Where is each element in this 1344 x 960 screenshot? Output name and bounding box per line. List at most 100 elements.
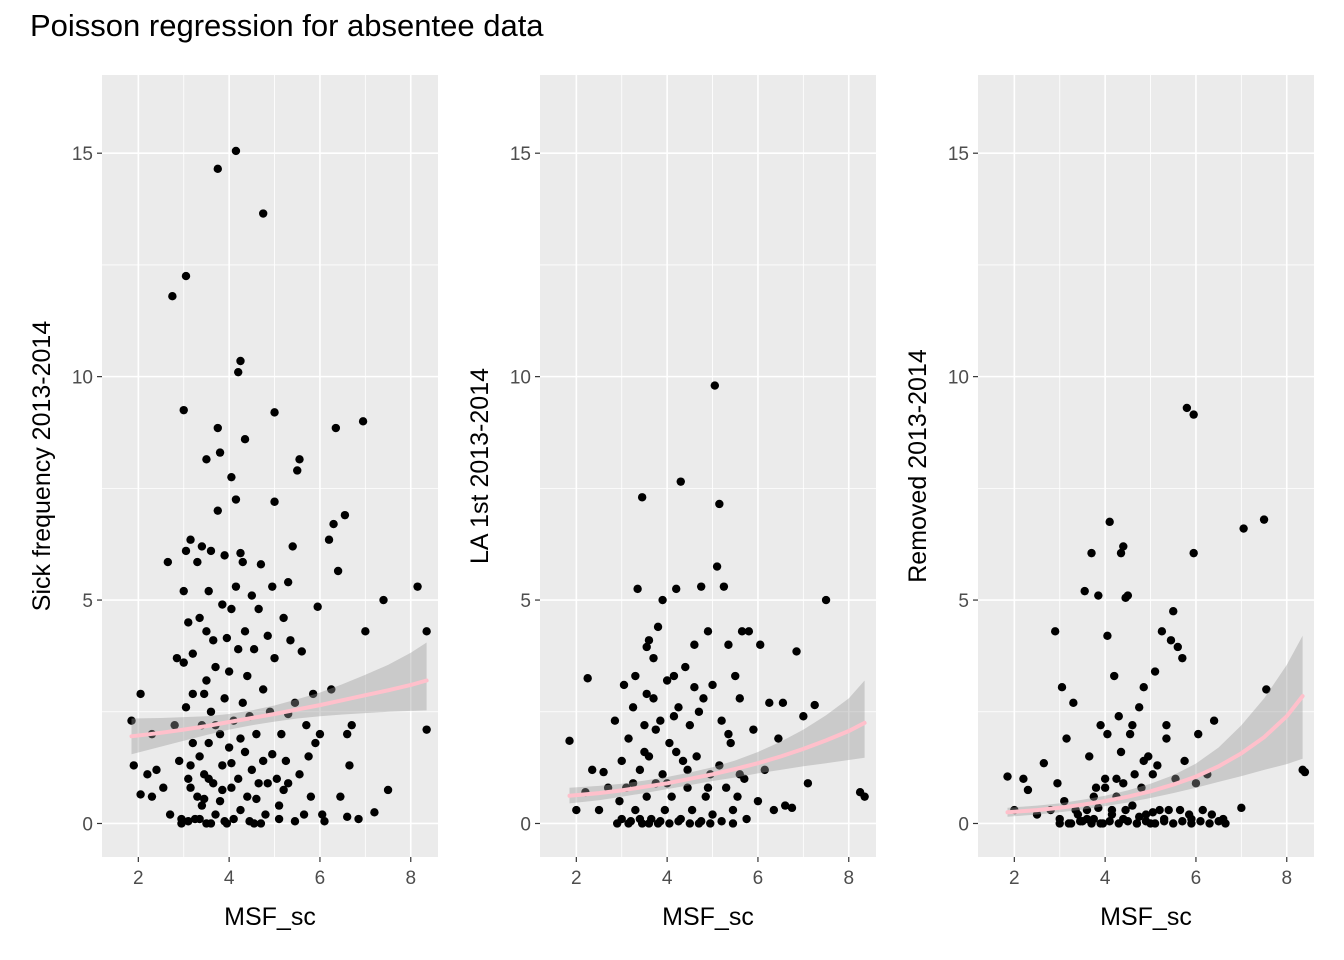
x-tick-label: 4 (1100, 868, 1111, 889)
data-point (631, 671, 640, 681)
data-point (333, 566, 343, 576)
data-point (295, 770, 304, 779)
data-point (712, 562, 722, 571)
data-point (1119, 542, 1128, 551)
data-point (1094, 591, 1103, 600)
data-point (665, 738, 674, 748)
data-point (749, 725, 758, 734)
data-point (1105, 517, 1114, 527)
data-point (193, 792, 202, 801)
data-point (347, 720, 356, 730)
data-point (1019, 774, 1028, 783)
data-point (683, 783, 692, 792)
data-point (631, 805, 640, 815)
data-point (1189, 548, 1198, 558)
y-axis-title: Removed 2013-2014 (904, 349, 932, 583)
data-point (1194, 729, 1203, 739)
data-point (1148, 770, 1158, 779)
data-point (188, 689, 198, 699)
data-point (1134, 812, 1144, 821)
data-point (1166, 636, 1176, 645)
x-tick-label: 2 (133, 868, 144, 889)
data-point (669, 712, 679, 721)
data-point (202, 627, 211, 636)
x-tick-label: 8 (1281, 868, 1292, 889)
data-point (683, 765, 692, 775)
data-point (188, 738, 198, 748)
data-point (1175, 805, 1185, 815)
data-point (220, 694, 229, 703)
data-point (612, 819, 622, 828)
data-point (642, 689, 651, 699)
data-point (318, 810, 327, 819)
data-point (717, 716, 726, 725)
y-tick-label: 0 (82, 814, 93, 835)
data-point (272, 774, 282, 783)
data-point (295, 455, 304, 464)
data-point (313, 602, 322, 611)
data-point (234, 774, 243, 783)
data-point (715, 761, 724, 770)
data-point (236, 548, 245, 558)
data-point (224, 743, 234, 752)
data-point (204, 738, 213, 748)
data-point (270, 408, 279, 417)
data-point (213, 506, 222, 515)
data-point (1091, 783, 1101, 792)
data-point (193, 557, 202, 567)
y-tick-label: 5 (520, 591, 531, 612)
data-point (703, 783, 713, 792)
x-tick-label: 8 (405, 868, 416, 889)
data-point (258, 685, 268, 694)
data-point (660, 805, 670, 815)
x-tick-label: 4 (224, 868, 235, 889)
data-point (258, 209, 268, 218)
data-point (297, 647, 306, 656)
data-point (1114, 819, 1123, 828)
confidence-ribbon (1007, 635, 1303, 817)
data-point (588, 765, 597, 775)
data-point (735, 694, 744, 703)
data-point (1057, 682, 1067, 692)
data-point (1139, 756, 1148, 766)
data-point (336, 792, 345, 801)
data-point (340, 510, 350, 520)
data-point (1191, 779, 1201, 788)
data-point (1187, 819, 1196, 828)
data-point (206, 707, 216, 716)
data-point (644, 819, 654, 828)
data-point (220, 817, 229, 826)
data-point (345, 761, 354, 770)
data-point (676, 477, 685, 486)
data-point (658, 595, 667, 605)
data-point (1023, 785, 1033, 795)
data-point (1157, 627, 1167, 636)
data-point (206, 819, 216, 828)
data-point (240, 434, 250, 444)
data-point (238, 557, 247, 567)
data-point (1205, 819, 1214, 828)
data-point (256, 819, 266, 828)
x-tick-label: 6 (753, 868, 764, 889)
data-point (202, 455, 211, 464)
data-point (379, 595, 388, 605)
data-point (211, 662, 220, 672)
data-point (302, 720, 311, 730)
y-tick-label: 15 (72, 144, 93, 165)
data-point (1082, 805, 1092, 815)
data-point (1162, 720, 1171, 730)
data-point (662, 676, 672, 685)
data-point (281, 756, 291, 766)
data-point (288, 542, 297, 551)
data-point (143, 770, 152, 779)
data-point (703, 627, 713, 636)
data-point (227, 472, 236, 482)
data-point (1173, 642, 1182, 652)
data-point (1130, 770, 1139, 779)
data-point (290, 817, 300, 826)
data-point (1148, 808, 1158, 817)
data-point (202, 676, 211, 685)
data-point (669, 671, 679, 681)
data-point (213, 423, 222, 433)
